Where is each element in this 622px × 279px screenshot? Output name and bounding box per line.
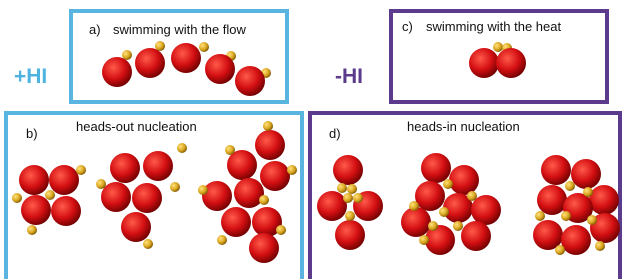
head xyxy=(198,185,208,195)
particle xyxy=(51,196,81,226)
head xyxy=(217,235,227,245)
particle xyxy=(589,185,619,215)
particle xyxy=(235,66,265,96)
particle xyxy=(255,130,285,160)
cluster xyxy=(12,165,86,235)
head xyxy=(263,121,273,131)
particle xyxy=(21,195,51,225)
head xyxy=(343,193,353,203)
head xyxy=(287,165,297,175)
cluster xyxy=(96,143,187,249)
panel-title: swimming with the heat xyxy=(426,19,561,34)
head xyxy=(565,181,575,191)
particle xyxy=(571,159,601,189)
head xyxy=(143,239,153,249)
particle xyxy=(171,43,201,73)
head xyxy=(595,241,605,251)
head xyxy=(27,225,37,235)
panel-title: heads-in nucleation xyxy=(407,119,520,134)
panel-letter: c) xyxy=(402,19,413,34)
particle xyxy=(461,221,491,251)
cluster xyxy=(198,121,297,263)
head xyxy=(276,225,286,235)
particle xyxy=(205,54,235,84)
particle xyxy=(101,182,131,212)
head xyxy=(428,221,438,231)
particle xyxy=(121,212,151,242)
particle xyxy=(401,207,431,237)
head xyxy=(493,42,503,52)
head xyxy=(409,201,419,211)
swimmer-pair xyxy=(469,42,526,78)
head xyxy=(561,211,571,221)
particle xyxy=(102,57,132,87)
particle xyxy=(561,225,591,255)
panel-title: heads-out nucleation xyxy=(76,119,197,134)
side-label: +HI xyxy=(14,65,47,88)
head xyxy=(419,235,429,245)
particle xyxy=(110,153,140,183)
head xyxy=(535,211,545,221)
particle xyxy=(234,178,264,208)
head xyxy=(353,193,363,203)
head xyxy=(45,190,55,200)
particle xyxy=(541,155,571,185)
head xyxy=(170,182,180,192)
particle xyxy=(335,220,365,250)
particle xyxy=(469,48,499,78)
particle xyxy=(537,185,567,215)
particle xyxy=(249,233,279,263)
particle xyxy=(221,207,251,237)
particle xyxy=(260,161,290,191)
particle xyxy=(135,48,165,78)
head xyxy=(583,187,593,197)
head xyxy=(345,211,355,221)
panel-letter: b) xyxy=(26,126,38,141)
head xyxy=(337,183,347,193)
head xyxy=(467,191,477,201)
particle xyxy=(202,181,232,211)
head xyxy=(259,195,269,205)
particle xyxy=(449,165,479,195)
cluster xyxy=(533,155,620,255)
particle xyxy=(19,165,49,195)
head xyxy=(587,215,597,225)
head xyxy=(453,221,463,231)
head xyxy=(76,165,86,175)
particle xyxy=(333,155,363,185)
head xyxy=(439,207,449,217)
panel-letter: a) xyxy=(89,22,101,37)
side-label: -HI xyxy=(335,65,363,88)
head xyxy=(555,245,565,255)
head xyxy=(443,179,453,189)
head xyxy=(12,193,22,203)
particle xyxy=(496,48,526,78)
particle xyxy=(415,181,445,211)
head xyxy=(177,143,187,153)
page: {"side_labels": {"positive": "+HI", "neg… xyxy=(0,0,622,279)
cluster xyxy=(317,155,383,250)
particle xyxy=(317,191,347,221)
particle xyxy=(143,151,173,181)
head xyxy=(96,179,106,189)
figure: +HI -HI a) swimming with the flow c) swi… xyxy=(0,0,622,279)
particle xyxy=(421,153,451,183)
particle xyxy=(49,165,79,195)
head xyxy=(225,145,235,155)
head xyxy=(199,42,209,52)
head xyxy=(347,184,357,194)
panel-letter: d) xyxy=(329,126,341,141)
swimmer-chain xyxy=(102,41,271,96)
panel-title: swimming with the flow xyxy=(113,22,247,37)
particle xyxy=(132,183,162,213)
cluster xyxy=(401,153,501,255)
